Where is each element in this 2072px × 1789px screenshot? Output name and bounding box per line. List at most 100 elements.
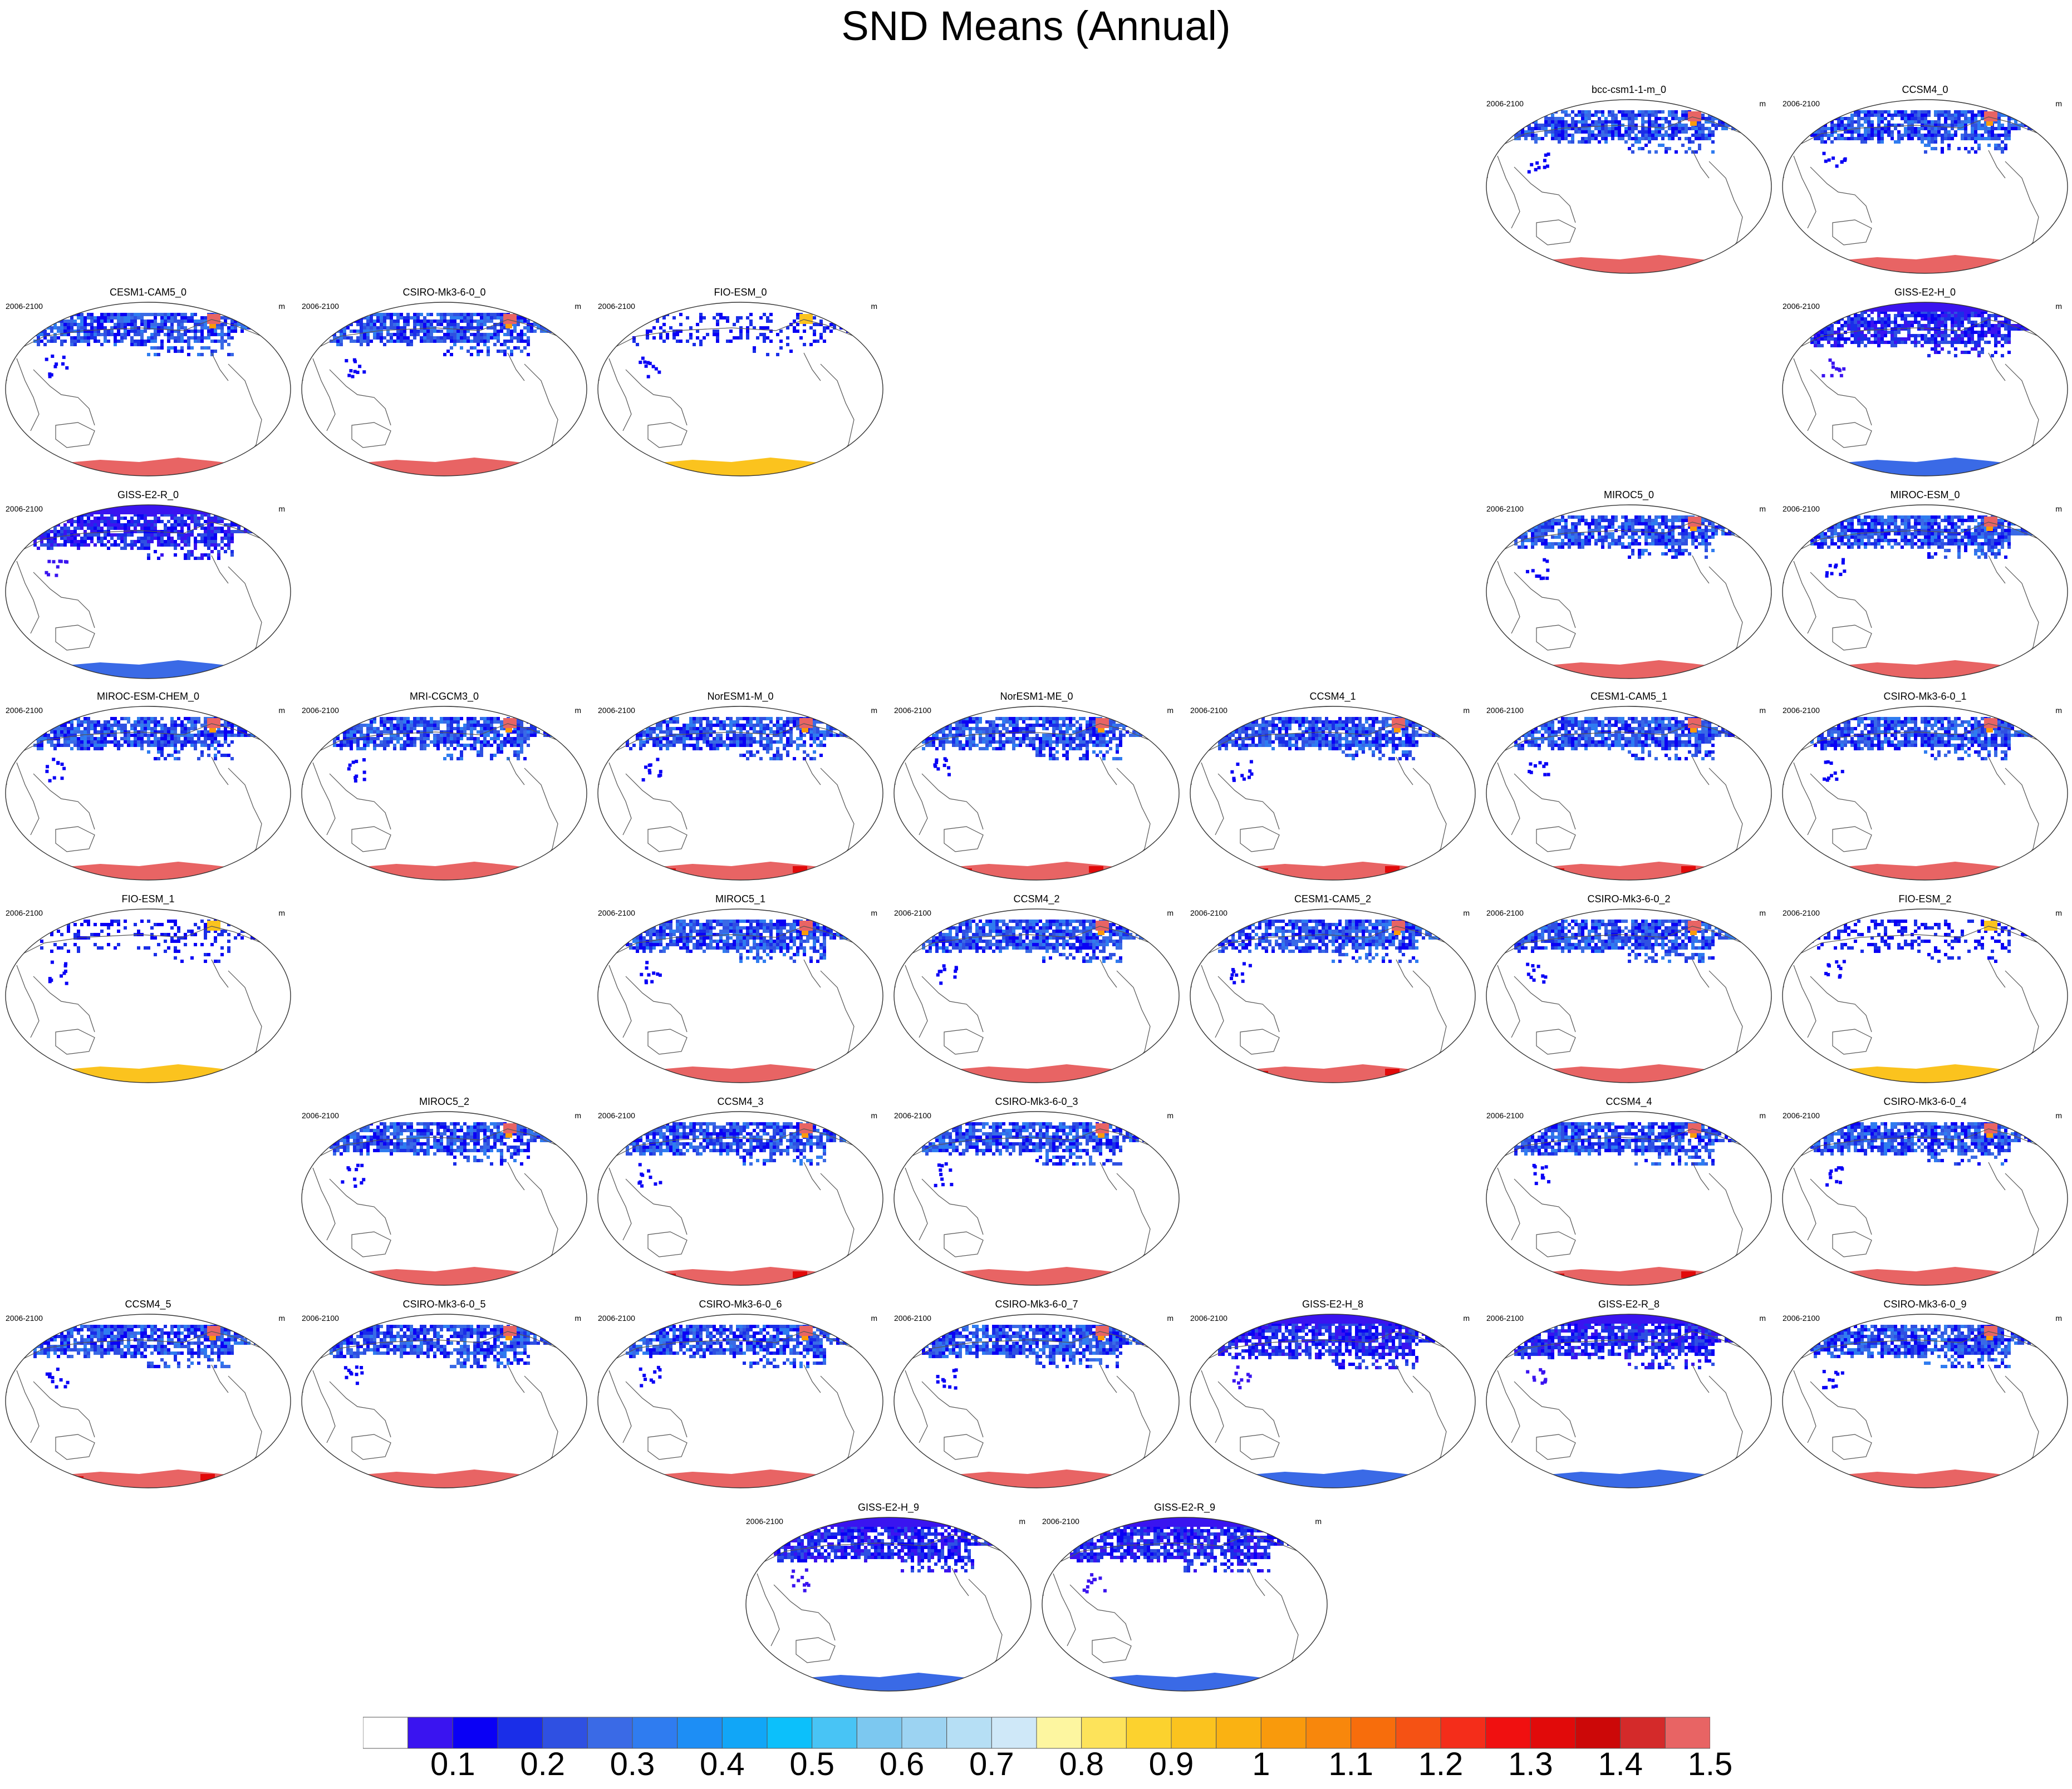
period-label: 2006-2100: [1783, 706, 1820, 715]
unit-label: m: [1167, 908, 1174, 917]
colorbar-label: 0.1: [430, 1746, 475, 1782]
colorbar-label: 1.4: [1598, 1746, 1643, 1782]
unit-label: m: [1759, 99, 1766, 108]
world-map: [5, 504, 291, 679]
map-panel: bcc-csm1-1-m_0 2006-2100 m: [1481, 83, 1777, 278]
period-label: 2006-2100: [1783, 99, 1820, 108]
colorbar-swatch: [1395, 1717, 1441, 1749]
map-panel: CCSM4_4 2006-2100 m: [1481, 1095, 1777, 1290]
colorbar-swatch: [1260, 1717, 1307, 1749]
world-map: [301, 706, 587, 881]
world-map: [597, 908, 883, 1083]
panel-title: CCSM4_3: [717, 1096, 764, 1107]
colorbar-label: 0.2: [520, 1746, 565, 1782]
panel-title: FIO-ESM_1: [121, 893, 175, 905]
map-panel: CCSM4_5 2006-2100 m: [0, 1298, 296, 1493]
panel-title: NorESM1-M_0: [707, 691, 774, 702]
period-label: 2006-2100: [1783, 1314, 1820, 1323]
unit-label: m: [1759, 504, 1766, 513]
colorbar-swatch: [632, 1717, 678, 1749]
colorbar-tick-labels: 0.1 0.2 0.3 0.4 0.5 0.6 0.7 0.8 0.9 1 1.1 1.2 1.3 1.4…: [0, 1748, 2072, 1781]
map-panel: CSIRO-Mk3-6-0_4 2006-2100 m: [1777, 1095, 2072, 1290]
colorbar-swatch: [856, 1717, 902, 1749]
colorbar-swatch: [1440, 1717, 1486, 1749]
colorbar-swatch: [1305, 1717, 1352, 1749]
map-panel: GISS-E2-R_9 2006-2100 m: [1037, 1501, 1333, 1696]
period-label: 2006-2100: [1190, 1314, 1228, 1323]
map-panel: MRI-CGCM3_0 2006-2100 m: [296, 690, 592, 885]
map-panel: GISS-E2-R_0 2006-2100 m: [0, 489, 296, 684]
unit-label: m: [2055, 1111, 2062, 1120]
unit-label: m: [2055, 908, 2062, 917]
period-label: 2006-2100: [1783, 1111, 1820, 1120]
period-label: 2006-2100: [1486, 1314, 1524, 1323]
panel-title: bcc-csm1-1-m_0: [1591, 84, 1667, 95]
colorbar-swatch: [542, 1717, 588, 1749]
period-label: 2006-2100: [894, 706, 931, 715]
unit-label: m: [1759, 908, 1766, 917]
period-label: 2006-2100: [6, 1314, 43, 1323]
colorbar-swatch: [1081, 1717, 1127, 1749]
world-map: [597, 302, 883, 476]
period-label: 2006-2100: [598, 908, 635, 917]
map-panel: CSIRO-Mk3-6-0_0 2006-2100 m: [296, 286, 592, 481]
colorbar-swatch: [1620, 1717, 1666, 1749]
world-map: [597, 1111, 883, 1286]
panel-title: GISS-E2-R_0: [117, 489, 179, 500]
colorbar-swatch: [363, 1717, 409, 1749]
colorbar-swatch: [452, 1717, 498, 1749]
colorbar-swatch: [587, 1717, 633, 1749]
period-label: 2006-2100: [6, 504, 43, 513]
colorbar-label: 1.2: [1418, 1746, 1464, 1782]
colorbar-label: 0.5: [789, 1746, 834, 1782]
panel-title: CCSM4_0: [1902, 84, 1948, 95]
colorbar-swatch: [901, 1717, 947, 1749]
panel-title: GISS-E2-R_9: [1153, 1502, 1216, 1513]
panel-title: CSIRO-Mk3-6-0_7: [995, 1299, 1078, 1310]
map-panel: FIO-ESM_0 2006-2100 m: [592, 286, 888, 481]
panel-title: CSIRO-Mk3-6-0_1: [1883, 691, 1967, 702]
map-panel: CCSM4_3 2006-2100 m: [592, 1095, 888, 1290]
unit-label: m: [278, 1314, 285, 1323]
colorbar-swatch: [1575, 1717, 1621, 1749]
period-label: 2006-2100: [1486, 99, 1524, 108]
period-label: 2006-2100: [598, 1314, 635, 1323]
period-label: 2006-2100: [1486, 706, 1524, 715]
unit-label: m: [2055, 99, 2062, 108]
period-label: 2006-2100: [302, 302, 339, 311]
colorbar-swatch: [1036, 1717, 1082, 1749]
world-map: [1486, 1111, 1772, 1286]
colorbar-label: 0.7: [969, 1746, 1014, 1782]
panel-title: CCSM4_2: [1013, 893, 1060, 905]
unit-label: m: [871, 302, 877, 311]
world-map: [1486, 908, 1772, 1083]
colorbar-swatch: [677, 1717, 723, 1749]
colorbar-swatch: [1216, 1717, 1261, 1749]
world-map: [5, 908, 291, 1083]
period-label: 2006-2100: [1486, 908, 1524, 917]
world-map: [1782, 504, 2068, 679]
world-map: [301, 1314, 587, 1488]
panel-title: CESM1-CAM5_1: [1590, 691, 1668, 702]
period-label: 2006-2100: [6, 302, 43, 311]
panel-title: CESM1-CAM5_2: [1294, 893, 1372, 905]
map-panel: GISS-E2-H_9 2006-2100 m: [740, 1501, 1037, 1696]
colorbar-swatch: [812, 1717, 857, 1749]
colorbar-label: 0.4: [700, 1746, 745, 1782]
unit-label: m: [575, 302, 581, 311]
unit-label: m: [1167, 706, 1174, 715]
period-label: 2006-2100: [894, 1314, 931, 1323]
period-label: 2006-2100: [1486, 1111, 1524, 1120]
world-map: [301, 302, 587, 476]
unit-label: m: [871, 1111, 877, 1120]
unit-label: m: [1759, 1314, 1766, 1323]
world-map: [1190, 1314, 1476, 1488]
map-panel: CCSM4_2 2006-2100 m: [888, 893, 1185, 1088]
world-map: [893, 1314, 1180, 1488]
colorbar-swatch: [1485, 1717, 1531, 1749]
map-panel: MIROC5_1 2006-2100 m: [592, 893, 888, 1088]
map-panel: CESM1-CAM5_1 2006-2100 m: [1481, 690, 1777, 885]
unit-label: m: [871, 908, 877, 917]
panel-title: CSIRO-Mk3-6-0_6: [699, 1299, 782, 1310]
world-map: [1782, 302, 2068, 476]
